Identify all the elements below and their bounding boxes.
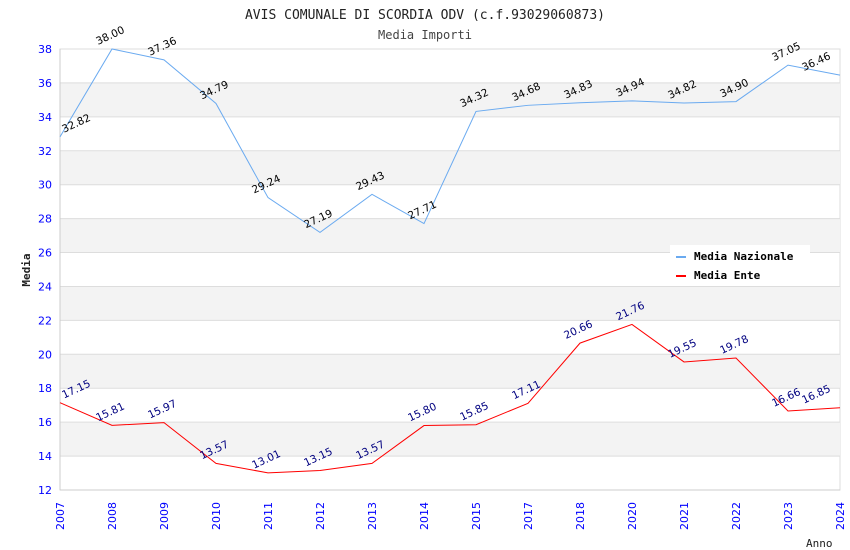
legend-label-nazionale: Media Nazionale [694,250,794,263]
y-tick-label: 14 [38,450,52,463]
x-tick-label: 2014 [418,502,431,530]
y-tick-label: 16 [38,416,52,429]
y-tick-label: 22 [38,314,52,327]
x-tick-label: 2012 [314,502,327,530]
x-tick-label: 2020 [626,502,639,530]
x-tick-label: 2011 [262,502,275,530]
x-tick-label: 2013 [366,502,379,530]
series-line-0 [59,48,841,233]
x-tick-label: 2023 [782,502,795,530]
y-tick-label: 12 [38,484,52,497]
y-axis-label: Media [20,253,33,286]
legend-label-ente: Media Ente [694,269,761,282]
x-tick-label: 2021 [678,502,691,530]
y-tick-label: 36 [38,77,52,90]
series-line-1 [59,323,841,474]
x-tick-label: 2024 [834,502,847,530]
grid-band [60,82,840,117]
x-tick-label: 2008 [106,502,119,530]
grid-band [60,422,840,457]
y-tick-label: 26 [38,247,52,260]
x-tick-label: 2022 [730,502,743,530]
y-tick-label: 32 [38,145,52,158]
y-tick-label: 38 [38,43,52,56]
y-tick-label: 20 [38,348,52,361]
legend: Media Nazionale Media Ente [670,245,810,286]
x-axis-label: Anno [806,537,833,550]
x-tick-label: 2009 [158,502,171,530]
y-tick-label: 18 [38,382,52,395]
x-tick-label: 2015 [470,502,483,530]
y-tick-label: 34 [38,111,52,124]
grid-band [60,286,840,321]
x-tick-label: 2018 [574,502,587,530]
chart-subtitle: Media Importi [378,28,472,42]
y-tick-label: 24 [38,280,52,293]
chart-title: AVIS COMUNALE DI SCORDIA ODV (c.f.930290… [245,8,605,23]
x-tick-label: 2017 [522,502,535,530]
data-label: 38.00 [94,24,126,48]
x-tick-label: 2010 [210,502,223,530]
x-tick-label: 2007 [54,502,67,530]
y-tick-label: 28 [38,213,52,226]
y-tick-label: 30 [38,179,52,192]
